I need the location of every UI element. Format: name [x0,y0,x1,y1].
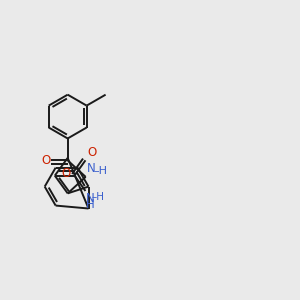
Text: O: O [87,146,96,159]
Text: N: N [86,193,95,206]
Text: O: O [41,154,50,167]
Text: –H: –H [92,192,104,202]
Text: O: O [61,167,71,180]
Text: H: H [86,198,95,211]
Text: –H: –H [93,166,107,176]
Text: N: N [87,162,96,176]
